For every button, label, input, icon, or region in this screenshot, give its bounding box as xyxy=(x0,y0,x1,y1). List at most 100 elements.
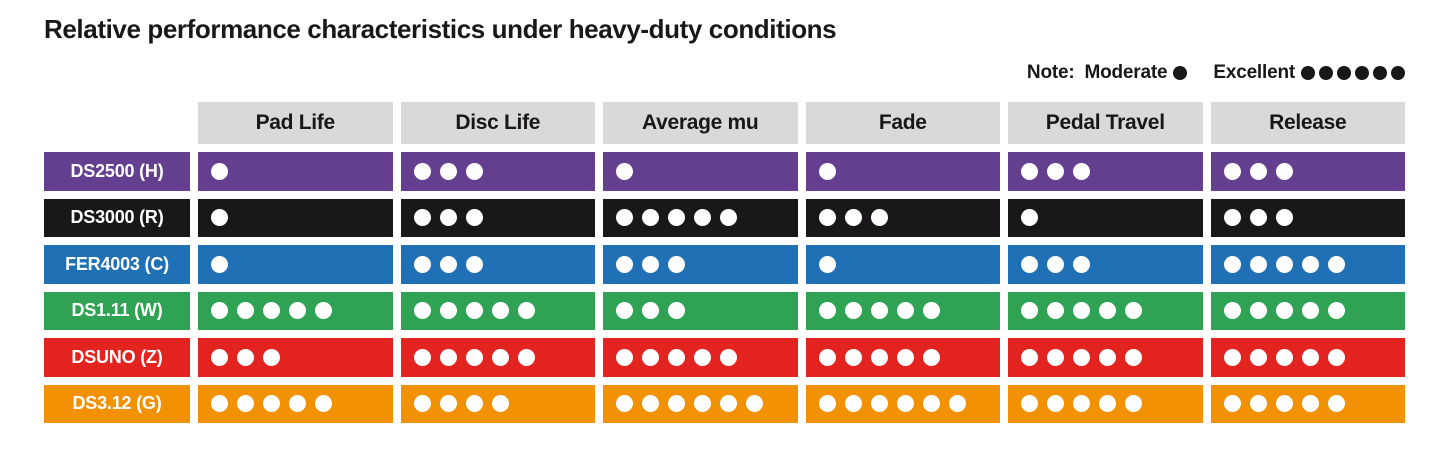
rating-dot xyxy=(642,302,659,320)
rating-dot xyxy=(668,395,685,413)
rating-dot xyxy=(1249,209,1267,227)
rating-dot xyxy=(1327,395,1345,413)
rating-dot xyxy=(818,395,836,413)
rating-dots xyxy=(413,395,509,413)
rating-cell-dsuno-z-release xyxy=(1210,338,1405,377)
rating-dot xyxy=(642,209,659,227)
rating-dot xyxy=(616,302,633,320)
rating-dot xyxy=(289,395,306,413)
rating-cell-dsuno-z-pad-life xyxy=(198,338,393,377)
rating-dot xyxy=(315,302,332,320)
rating-dots xyxy=(1223,302,1345,320)
rating-dot xyxy=(439,302,457,320)
rating-dots xyxy=(1223,162,1293,180)
rating-cell-dsuno-z-disc-life xyxy=(400,338,595,377)
rating-cell-ds2500-h-release xyxy=(1210,152,1405,191)
rating-cell-ds3-12-g-average-mu xyxy=(603,384,798,423)
column-header-disc-life: Disc Life xyxy=(400,102,595,144)
rating-dot xyxy=(413,162,431,180)
row-label-dsuno-z: DSUNO (Z) xyxy=(44,338,190,377)
rating-cell-fer4003-c-disc-life xyxy=(400,245,595,284)
column-header-pedal-travel: Pedal Travel xyxy=(1008,102,1203,144)
row-label-ds1-11-w: DS1.11 (W) xyxy=(44,291,190,330)
rating-dot xyxy=(1047,395,1064,413)
rating-dot xyxy=(1223,348,1241,366)
rating-dot xyxy=(720,395,737,413)
rating-dot xyxy=(1173,66,1188,80)
rating-dot xyxy=(870,209,888,227)
rating-dots xyxy=(616,209,737,227)
rating-dot xyxy=(642,395,659,413)
rating-cell-ds3-12-g-release xyxy=(1210,384,1405,423)
ratings-table: Pad Life Disc Life Average mu Fade Pedal Tra… xyxy=(44,102,1405,423)
rating-dot xyxy=(642,255,659,273)
rating-dot xyxy=(896,395,914,413)
legend-moderate-dots xyxy=(1173,66,1188,80)
rating-cell-ds2500-h-pad-life xyxy=(198,152,393,191)
rating-dot xyxy=(616,209,633,227)
rating-dot xyxy=(439,395,457,413)
row-label-ds3-12-g: DS3.12 (G) xyxy=(44,384,190,423)
rating-dots xyxy=(1021,348,1142,366)
rating-dot xyxy=(1125,302,1142,320)
rating-dot xyxy=(1223,209,1241,227)
rating-dot xyxy=(1275,209,1293,227)
rating-dot xyxy=(1021,348,1038,366)
rating-dot xyxy=(922,395,940,413)
rating-dot xyxy=(1275,348,1293,366)
rating-dot xyxy=(1021,395,1038,413)
rating-dot xyxy=(668,348,685,366)
rating-dot xyxy=(870,302,888,320)
rating-dot xyxy=(1249,395,1267,413)
column-header-pad-life: Pad Life xyxy=(198,102,393,144)
rating-cell-dsuno-z-fade xyxy=(805,338,1000,377)
rating-cell-ds3000-r-pad-life xyxy=(198,198,393,237)
rating-dot xyxy=(1073,255,1090,273)
rating-cell-ds3-12-g-pedal-travel xyxy=(1008,384,1203,423)
rating-dot xyxy=(1373,66,1387,80)
rating-dot xyxy=(818,348,836,366)
rating-dot xyxy=(1047,302,1064,320)
rating-dots xyxy=(413,162,483,180)
rating-dot xyxy=(1301,395,1319,413)
rating-dot xyxy=(1021,209,1038,227)
rating-dots xyxy=(818,348,940,366)
rating-dot xyxy=(517,302,535,320)
rating-dot xyxy=(896,302,914,320)
rating-dots xyxy=(413,209,483,227)
rating-dot xyxy=(263,395,280,413)
rating-dots xyxy=(413,302,535,320)
rating-dot xyxy=(413,348,431,366)
rating-dot xyxy=(1327,302,1345,320)
column-header-average-mu: Average mu xyxy=(603,102,798,144)
rating-dot xyxy=(870,395,888,413)
rating-dot xyxy=(1073,162,1090,180)
rating-dot xyxy=(1327,348,1345,366)
rating-dot xyxy=(1301,348,1319,366)
rating-dot xyxy=(1319,66,1333,80)
rating-dots xyxy=(1021,162,1090,180)
rating-dots xyxy=(818,162,836,180)
rating-dots xyxy=(1021,395,1142,413)
rating-dots xyxy=(1223,209,1293,227)
rating-dot xyxy=(1223,302,1241,320)
rating-dot xyxy=(211,348,228,366)
rating-dots xyxy=(818,302,940,320)
rating-dots xyxy=(211,395,332,413)
rating-dot xyxy=(844,348,862,366)
rating-cell-ds1-11-w-disc-life xyxy=(400,291,595,330)
rating-dot xyxy=(844,395,862,413)
rating-dot xyxy=(1337,66,1351,80)
rating-cell-ds1-11-w-pedal-travel xyxy=(1008,291,1203,330)
rating-dot xyxy=(694,348,711,366)
row-label-ds3000-r: DS3000 (R) xyxy=(44,198,190,237)
rating-dots xyxy=(211,209,228,227)
rating-dot xyxy=(818,209,836,227)
rating-dot xyxy=(694,209,711,227)
rating-cell-dsuno-z-average-mu xyxy=(603,338,798,377)
rating-dot xyxy=(1249,348,1267,366)
rating-dot xyxy=(1099,302,1116,320)
rating-dot xyxy=(1047,348,1064,366)
rating-cell-ds2500-h-pedal-travel xyxy=(1008,152,1203,191)
rating-dot xyxy=(1355,66,1369,80)
